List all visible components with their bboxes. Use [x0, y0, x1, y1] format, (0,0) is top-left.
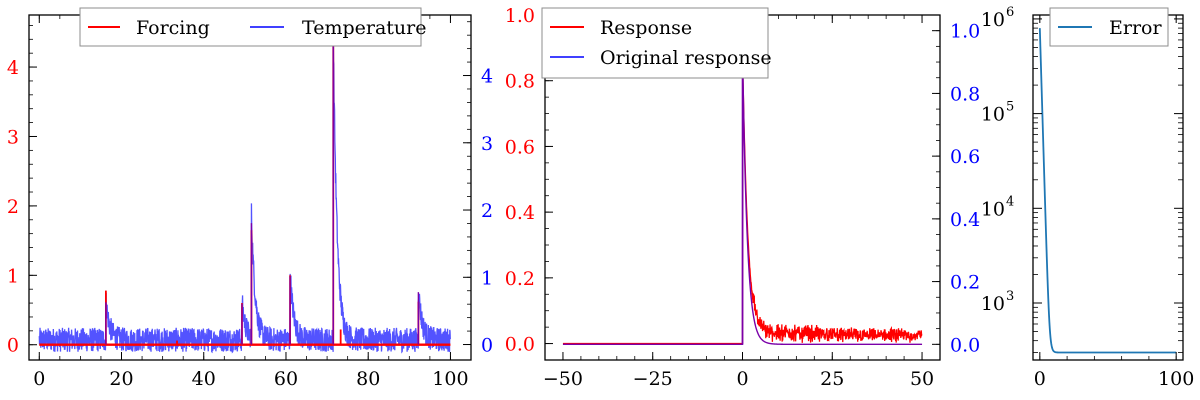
panel-3-legend: Error: [1049, 7, 1169, 47]
panel-3-ytick-exponent: 5: [1006, 100, 1014, 115]
legend-label-original-response: Original response: [600, 47, 772, 69]
panel-3-xtick-label: 100: [1158, 368, 1194, 390]
panel-2-plot-area: [562, 46, 923, 346]
legend-label-error: Error: [1109, 17, 1162, 39]
panel-1-xtick-label: 100: [432, 368, 468, 390]
panel-2-left-ytick-label: 0.4: [505, 202, 535, 224]
panel-1-xtick-label: 40: [192, 368, 216, 390]
panel-1-left-ytick-label: 0: [7, 335, 19, 357]
panel-2-xtick-label: −25: [633, 368, 673, 390]
panel-2-right-ytick-label: 0.6: [950, 146, 980, 168]
panel-1-left-ytick-label: 2: [7, 196, 19, 218]
panel-3-ytick-exponent: 6: [1006, 5, 1014, 20]
panel-1-left-ytick-label: 1: [7, 265, 19, 287]
panel-3-ytick-label: 10: [981, 198, 1005, 220]
legend-label-temperature: Temperature: [302, 17, 426, 39]
panel-3-plot-area: [1038, 28, 1177, 354]
panel-3-ytick-label: 10: [981, 104, 1005, 126]
panel-1-right-ytick-label: 0: [481, 335, 493, 357]
error-series-line: [1038, 28, 1177, 354]
panel-2-xtick-label: 25: [820, 368, 844, 390]
temperature-series-line: [38, 34, 451, 354]
panel-3-ytick-exponent: 4: [1006, 194, 1014, 209]
panel-1-xtick-label: 0: [33, 368, 45, 390]
panel-2-right-ytick-label: 0.4: [950, 209, 980, 231]
panel-2-right-ytick-label: 1.0: [950, 21, 980, 43]
panel-2-right-ytick-label: 0.0: [950, 334, 980, 356]
panel-1-xtick-label: 80: [356, 368, 380, 390]
original-response-series-line: [562, 64, 923, 346]
panel-3-xtick-label: 0: [1034, 368, 1046, 390]
panel-1-right-ytick-label: 2: [481, 200, 493, 222]
panel-2-legend: Response Original response: [541, 7, 772, 79]
legend-label-forcing: Forcing: [136, 17, 210, 39]
panel-1-xtick-label: 60: [274, 368, 298, 390]
panel-1-plot-area: [38, 26, 451, 354]
panel-2-left-ytick-label: 0.8: [505, 71, 535, 93]
panel-2-xtick-label: −50: [543, 368, 583, 390]
panel-1-legend: Forcing Temperature: [79, 7, 426, 47]
panel-2-xtick-label: 50: [910, 368, 934, 390]
panel-1-xtick-label: 20: [109, 368, 133, 390]
panel-2-right-ytick-label: 0.8: [950, 83, 980, 105]
panel-1-left-ytick-label: 3: [7, 126, 19, 148]
panel-3-ytick-label: 10: [981, 9, 1005, 31]
legend-label-response: Response: [600, 17, 692, 39]
panel-3-frame: [1032, 14, 1184, 361]
panel-2-left-ytick-label: 0.2: [505, 268, 535, 290]
panel-3-ytick-exponent: 3: [1006, 289, 1014, 304]
panel-2-xtick-label: 0: [736, 368, 748, 390]
panel-1-right-ytick-label: 3: [481, 133, 493, 155]
panel-2-right-ytick-label: 0.2: [950, 272, 980, 294]
panel-2-left-ytick-label: 0.6: [505, 136, 535, 158]
panel-2-left-ytick-label: 0.0: [505, 334, 535, 356]
panel-2-left-ytick-label: 1.0: [505, 5, 535, 27]
panel-3-ytick-label: 10: [981, 293, 1005, 315]
panel-1-right-ytick-label: 4: [481, 66, 493, 88]
panel-1-left-ytick-label: 4: [7, 57, 19, 79]
panel-1-right-ytick-label: 1: [481, 267, 493, 289]
panel-1-frame: [28, 14, 472, 361]
